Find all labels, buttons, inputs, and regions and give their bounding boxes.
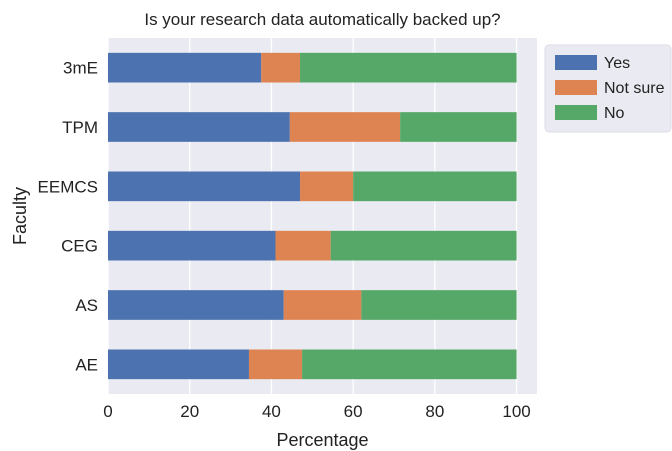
y-tick-labels: 3mE TPM EEMCS CEG AS AE xyxy=(38,59,98,375)
bar-not-sure-as xyxy=(283,290,362,320)
legend-label: No xyxy=(604,105,625,122)
y-tick-label: EEMCS xyxy=(38,177,98,196)
bars xyxy=(108,52,517,380)
x-tick-label: 40 xyxy=(262,402,281,421)
y-tick-label: 3mE xyxy=(63,59,98,78)
legend-label: Not sure xyxy=(604,80,665,97)
bar-yes-ae xyxy=(108,349,249,380)
x-tick-label: 20 xyxy=(180,402,199,421)
y-tick-label: AS xyxy=(75,296,98,315)
bar-yes-as xyxy=(108,290,284,320)
legend: Yes Not sure No xyxy=(544,44,672,133)
bar-not-sure-eemcs xyxy=(300,171,354,202)
y-axis-label: Faculty xyxy=(10,187,30,245)
gridlines xyxy=(107,38,518,394)
bar-not-sure-ae xyxy=(248,349,303,380)
plot-area xyxy=(108,38,537,394)
x-tick-label: 0 xyxy=(103,402,112,421)
bar-yes-ceg xyxy=(108,230,276,261)
bar-no-eemcs xyxy=(353,171,517,202)
bar-not-sure-3me xyxy=(261,52,301,83)
chart-title: Is your research data automatically back… xyxy=(144,10,500,29)
legend-label: Yes xyxy=(604,55,630,72)
bar-no-3me xyxy=(300,52,517,83)
x-tick-label: 60 xyxy=(344,402,363,421)
x-tick-label: 80 xyxy=(425,402,444,421)
bar-no-tpm xyxy=(400,112,517,142)
bar-yes-3me xyxy=(108,52,262,83)
bar-no-ae xyxy=(302,349,517,380)
bar-not-sure-ceg xyxy=(275,230,331,261)
bar-no-ceg xyxy=(330,230,517,261)
legend-swatch xyxy=(555,55,597,70)
bar-no-as xyxy=(361,290,517,320)
x-tick-labels: 0 20 40 60 80 100 xyxy=(103,402,530,421)
y-tick-label: CEG xyxy=(61,237,98,256)
bar-yes-tpm xyxy=(108,112,290,142)
bar-yes-eemcs xyxy=(108,171,301,202)
y-tick-label: AE xyxy=(75,355,98,374)
legend-swatch xyxy=(555,80,597,95)
y-tick-label: TPM xyxy=(62,118,98,137)
legend-swatch xyxy=(555,105,597,120)
x-tick-label: 100 xyxy=(502,402,530,421)
bar-not-sure-tpm xyxy=(289,112,401,142)
x-axis-label: Percentage xyxy=(276,430,368,450)
